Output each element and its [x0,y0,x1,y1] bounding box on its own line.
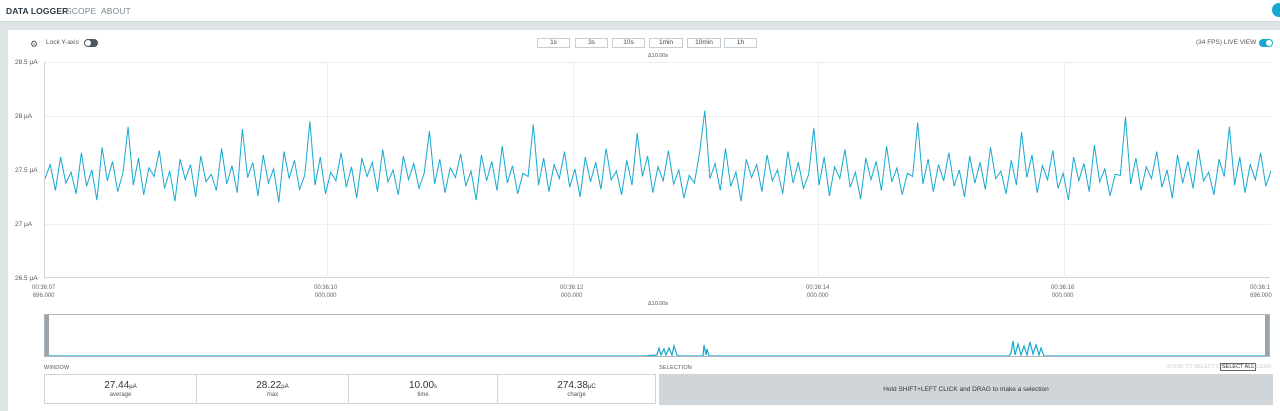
minimap-left-handle[interactable] [45,315,49,356]
x-tick-label: 00:36:10 000.000 [314,285,338,299]
y-tick-label: 28.5 µA [15,59,38,66]
nav-data-logger[interactable]: DATA LOGGER [6,6,69,16]
current-chart[interactable] [44,62,1272,278]
live-view-toggle[interactable] [1259,39,1273,47]
y-tick-label: 28 µA [15,113,33,120]
minimap[interactable] [44,314,1270,358]
stat-max: 28.22µA max [196,374,349,404]
x-tick-label: 00:36:1 696.000 [1250,285,1272,299]
window-3s-button[interactable]: 3s [575,38,608,48]
window-duration-label: Δ10.00s [648,53,669,59]
stat-average: 27.44µA average [44,374,197,404]
stat-charge: 274.38µC charge [497,374,656,404]
zoom-to-selection-button[interactable]: ZOOM TO SELECTION [1167,364,1226,370]
window-section-title: WINDOW [44,365,70,371]
fps-live-view-label: (34 FPS) LIVE VIEW [1196,39,1257,46]
minimap-right-handle[interactable] [1265,315,1269,356]
nav-about[interactable]: ABOUT [101,6,131,16]
window-10min-button[interactable]: 10min [687,38,721,48]
window-1s-button[interactable]: 1s [537,38,570,48]
lock-y-axis-label: Lock Y-axis [46,39,79,46]
x-tick-label: 00:36:16 000.000 [1051,285,1075,299]
series-line [44,110,1272,203]
status-indicator [1272,3,1280,17]
selection-hint: Hold SHIFT+LEFT CLICK and DRAG to make a… [659,374,1273,405]
selection-section-title: SELECTION [659,365,692,371]
y-tick-label: 27 µA [15,221,33,228]
window-10s-button[interactable]: 10s [612,38,645,48]
current-chart-svg [44,62,1272,278]
select-all-button[interactable]: SELECT ALL [1220,363,1257,371]
gear-icon[interactable]: ⚙ [30,39,39,49]
lock-y-axis-toggle[interactable] [84,39,98,47]
minimap-trace [44,340,1269,358]
stat-time: 10.00s time [348,374,498,404]
data-logger-panel [8,30,1280,411]
window-1min-button[interactable]: 1min [649,38,683,48]
x-tick-label: 00:36:14 000.000 [806,285,830,299]
x-tick-label: 00:36:07 696.000 [32,285,56,299]
x-tick-label: 00:36:12 000.000 [560,285,584,299]
window-1h-button[interactable]: 1h [724,38,757,48]
top-navigation: DATA LOGGER SCOPE ABOUT [0,0,1280,22]
clear-selection-button[interactable]: CLEAR [1253,364,1272,370]
minimap-duration-label: Δ10.00s [648,301,669,307]
nav-scope[interactable]: SCOPE [66,6,97,16]
y-tick-label: 27.5 µA [15,167,38,174]
y-tick-label: 26.5 µA [15,275,38,282]
